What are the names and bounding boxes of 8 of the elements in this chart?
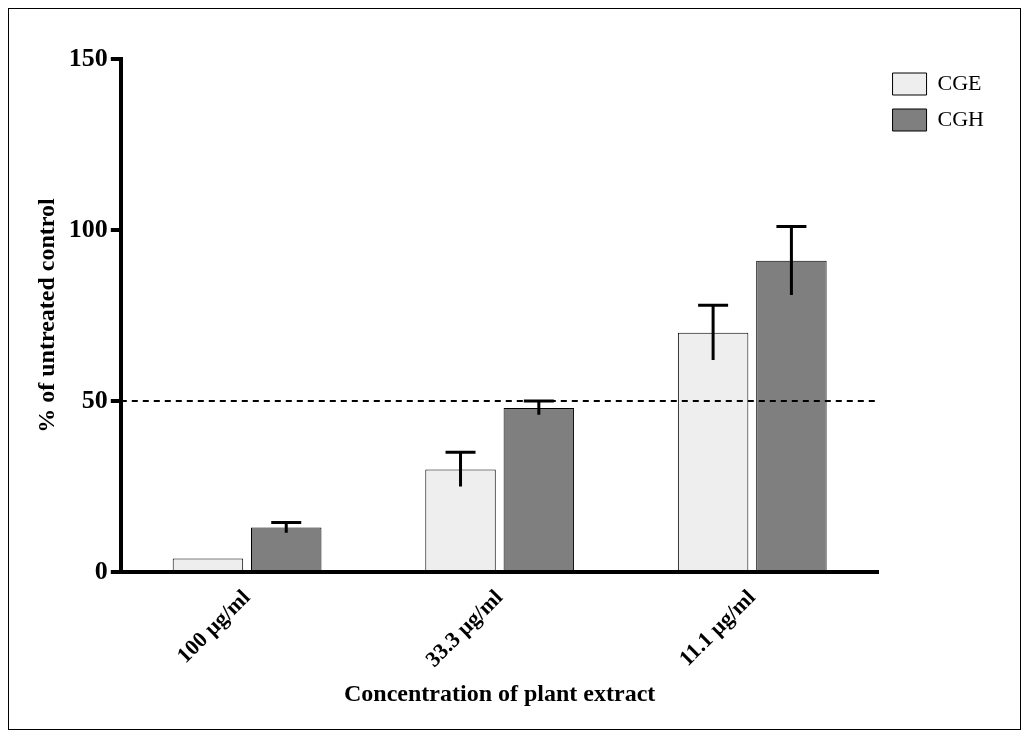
y-tick-label: 100 <box>68 213 108 243</box>
y-tick-label: 0 <box>94 555 108 585</box>
y-axis-title: % of untreated control <box>32 197 59 433</box>
x-axis-title: Concentration of plant extract <box>344 679 656 706</box>
y-tick-label: 50 <box>81 384 108 414</box>
y-tick-label: 150 <box>68 42 108 72</box>
legend-label: CGE <box>937 69 982 95</box>
legend-label: CGH <box>937 105 985 131</box>
